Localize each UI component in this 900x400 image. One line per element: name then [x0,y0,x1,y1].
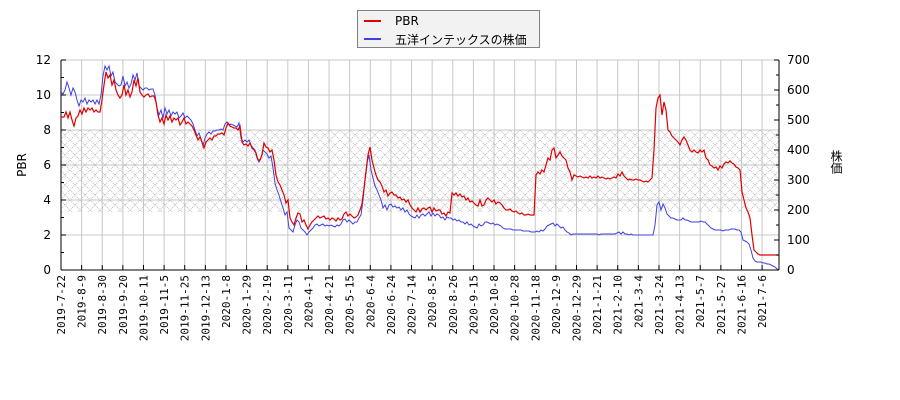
svg-text:2019-12-13: 2019-12-13 [199,275,212,341]
legend-swatch-price [364,38,381,40]
svg-text:100: 100 [787,233,810,247]
shaded-band [61,130,779,213]
pbr-series-line [61,71,779,256]
legend-swatch-pbr [364,20,381,22]
svg-text:2020-8-26: 2020-8-26 [447,275,460,335]
svg-text:10: 10 [36,88,51,102]
svg-text:200: 200 [787,203,810,217]
svg-text:2021-4-13: 2021-4-13 [674,275,687,335]
legend: PBR 五洋インテックスの株価 [357,10,540,48]
svg-text:2020-2-19: 2020-2-19 [261,275,274,335]
svg-text:2021-5-7: 2021-5-7 [694,275,707,328]
svg-text:2019-10-11: 2019-10-11 [137,275,150,341]
svg-text:700: 700 [787,53,810,67]
svg-text:2: 2 [43,228,51,242]
svg-text:2020-8-5: 2020-8-5 [426,275,439,328]
svg-text:2020-5-15: 2020-5-15 [344,275,357,335]
svg-text:2020-1-8: 2020-1-8 [220,275,233,328]
svg-text:2019-8-30: 2019-8-30 [96,275,109,335]
svg-text:600: 600 [787,83,810,97]
svg-text:8: 8 [43,123,51,137]
svg-text:2020-4-21: 2020-4-21 [323,275,336,335]
left-axis-title: PBR [14,153,29,177]
svg-text:2020-6-24: 2020-6-24 [385,275,398,335]
svg-text:2021-1-21: 2021-1-21 [591,275,604,335]
svg-text:2019-11-5: 2019-11-5 [158,275,171,335]
svg-text:12: 12 [36,53,51,67]
svg-text:2019-8-9: 2019-8-9 [76,275,89,328]
svg-text:2020-10-8: 2020-10-8 [488,275,501,335]
legend-label-pbr: PBR [395,14,419,28]
svg-text:2021-3-24: 2021-3-24 [653,275,666,335]
legend-item-pbr: PBR [364,13,419,29]
svg-text:2019-9-20: 2019-9-20 [117,275,130,335]
right-axis: 0 100 200 300 400 500 600 700 [774,53,810,277]
left-axis: 0 2 4 6 8 10 12 [36,53,66,277]
svg-text:2021-2-10: 2021-2-10 [612,275,625,335]
svg-text:2019-7-22: 2019-7-22 [55,275,68,335]
svg-text:2020-7-14: 2020-7-14 [406,275,419,335]
svg-text:300: 300 [787,173,810,187]
svg-text:2020-9-15: 2020-9-15 [467,275,480,335]
svg-text:2020-10-28: 2020-10-28 [509,275,522,341]
svg-text:0: 0 [787,263,795,277]
svg-text:2020-6-4: 2020-6-4 [364,275,377,328]
svg-text:4: 4 [43,193,51,207]
svg-text:2021-3-4: 2021-3-4 [632,275,645,328]
svg-text:6: 6 [43,158,51,172]
svg-text:2020-12-29: 2020-12-29 [571,275,584,341]
svg-text:2020-3-11: 2020-3-11 [282,275,295,335]
svg-text:2020-11-18: 2020-11-18 [529,275,542,341]
price-series-line [60,64,780,271]
x-axis: 2019-7-22 2019-8-9 2019-8-30 2019-9-20 2019-… [55,265,769,341]
svg-text:2019-11-25: 2019-11-25 [179,275,192,341]
right-axis-title: 株価 [829,150,843,174]
legend-item-price: 五洋インテックスの株価 [364,31,527,47]
svg-text:2021-6-16: 2021-6-16 [735,275,748,335]
legend-label-price: 五洋インテックスの株価 [395,32,527,47]
svg-text:2020-1-29: 2020-1-29 [241,275,254,335]
svg-text:0: 0 [43,263,51,277]
svg-text:2020-12-9: 2020-12-9 [550,275,563,335]
svg-text:2021-5-27: 2021-5-27 [715,275,728,335]
svg-text:500: 500 [787,113,810,127]
svg-text:400: 400 [787,143,810,157]
svg-text:2021-7-6: 2021-7-6 [756,275,769,328]
svg-text:2020-4-1: 2020-4-1 [302,275,315,328]
